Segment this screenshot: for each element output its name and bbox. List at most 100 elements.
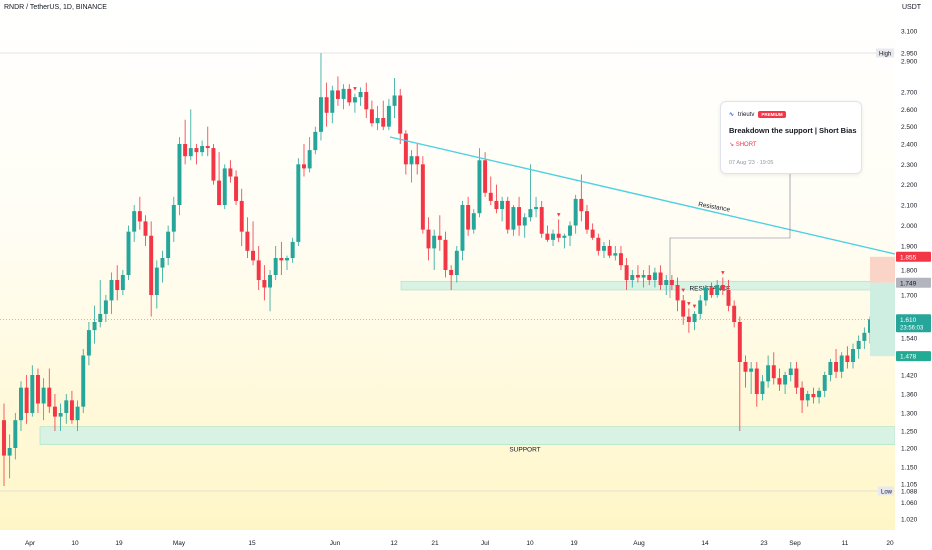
idea-author[interactable]: trieutv [738, 111, 755, 118]
candle[interactable] [664, 275, 669, 295]
candle[interactable] [551, 229, 556, 246]
candle[interactable] [534, 196, 539, 218]
candle[interactable] [30, 365, 35, 417]
candle[interactable] [205, 126, 210, 157]
candle[interactable] [449, 265, 454, 290]
candle[interactable] [726, 280, 731, 312]
candle[interactable] [822, 371, 827, 398]
candle[interactable] [369, 100, 374, 127]
candle[interactable] [805, 390, 810, 407]
candle[interactable] [273, 246, 278, 280]
candle[interactable] [652, 267, 657, 288]
idea-title[interactable]: Breakdown the support | Short Bias [729, 126, 857, 135]
candle[interactable] [47, 368, 52, 414]
resistance-trendline[interactable] [389, 136, 896, 255]
price-axis[interactable] [895, 0, 932, 550]
candle[interactable] [737, 316, 742, 431]
candle[interactable] [200, 140, 205, 157]
candle[interactable] [98, 280, 103, 328]
candle[interactable] [522, 213, 527, 238]
candle[interactable] [794, 362, 799, 394]
candle[interactable] [505, 196, 510, 234]
candle[interactable] [154, 260, 159, 309]
candle[interactable] [488, 176, 493, 205]
candle[interactable] [573, 194, 578, 234]
candle[interactable] [35, 368, 40, 414]
candle[interactable] [64, 394, 69, 424]
candle[interactable] [635, 265, 640, 283]
candle[interactable] [347, 84, 352, 106]
candle[interactable] [409, 150, 414, 183]
candle[interactable] [183, 119, 188, 165]
candle[interactable] [228, 160, 233, 183]
candle[interactable] [562, 233, 567, 249]
candle[interactable] [177, 137, 182, 216]
candle[interactable] [783, 371, 788, 394]
candle[interactable] [675, 277, 680, 312]
candle[interactable] [18, 381, 23, 431]
candle[interactable] [81, 349, 86, 413]
candle[interactable] [732, 300, 737, 328]
candle[interactable] [800, 381, 805, 413]
candle[interactable] [788, 362, 793, 382]
candle[interactable] [500, 196, 505, 222]
candle[interactable] [686, 308, 691, 333]
candle[interactable] [335, 76, 340, 106]
candle[interactable] [103, 295, 108, 322]
candle[interactable] [715, 280, 720, 298]
candle[interactable] [618, 246, 623, 270]
candle[interactable] [188, 109, 193, 161]
candle[interactable] [703, 285, 708, 306]
candle[interactable] [268, 270, 273, 312]
candle[interactable] [149, 221, 154, 317]
candle[interactable] [234, 170, 239, 205]
candle[interactable] [771, 352, 776, 385]
candle[interactable] [358, 87, 363, 106]
candle[interactable] [834, 349, 839, 379]
candle[interactable] [126, 225, 131, 281]
candle[interactable] [330, 85, 335, 124]
candle[interactable] [817, 387, 822, 404]
idea-card[interactable]: ∿ trieutv PREMIUM Breakdown the support … [720, 101, 862, 174]
candle[interactable] [381, 100, 386, 131]
candle[interactable] [851, 343, 856, 369]
candle[interactable] [856, 335, 861, 359]
candle[interactable] [517, 196, 522, 236]
candle[interactable] [143, 215, 148, 246]
candle[interactable] [92, 305, 97, 344]
candle[interactable] [658, 265, 663, 290]
candle[interactable] [7, 434, 12, 479]
candle[interactable] [211, 144, 216, 185]
candle[interactable] [313, 126, 318, 155]
candle[interactable] [556, 219, 561, 242]
candle[interactable] [528, 164, 533, 222]
candle[interactable] [251, 221, 256, 266]
candle[interactable] [279, 241, 284, 275]
candle[interactable] [132, 205, 137, 242]
candle[interactable] [302, 144, 306, 177]
candle[interactable] [454, 246, 459, 283]
candle[interactable] [69, 390, 74, 424]
candle[interactable] [601, 241, 606, 258]
candle[interactable] [607, 239, 612, 258]
candle[interactable] [13, 413, 18, 460]
candle[interactable] [777, 368, 782, 391]
candle[interactable] [579, 174, 584, 222]
candle[interactable] [432, 229, 437, 270]
candle[interactable] [194, 144, 199, 165]
resistance-zone[interactable] [400, 280, 881, 291]
candle[interactable] [862, 327, 867, 349]
candle[interactable] [494, 184, 499, 214]
candle[interactable] [318, 53, 323, 141]
candle[interactable] [166, 225, 171, 266]
candle[interactable] [137, 196, 142, 230]
candle[interactable] [352, 93, 357, 113]
candle[interactable] [58, 403, 63, 432]
candle[interactable] [766, 355, 771, 388]
candle[interactable] [590, 223, 595, 240]
candle[interactable] [613, 246, 618, 261]
candle[interactable] [171, 196, 176, 242]
candle[interactable] [41, 378, 46, 421]
candle[interactable] [386, 98, 391, 131]
